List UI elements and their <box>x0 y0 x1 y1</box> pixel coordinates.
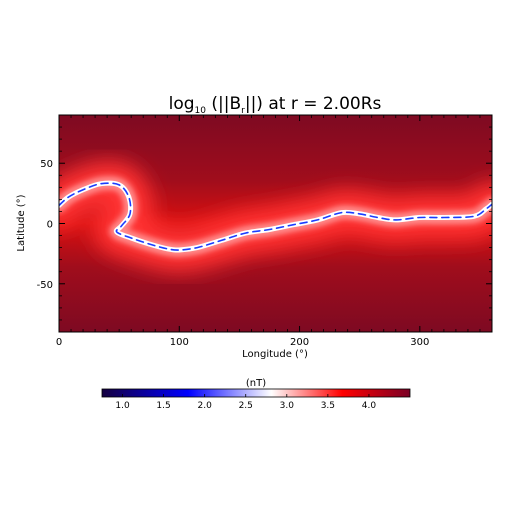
y-tick-label: 50 <box>40 159 53 170</box>
x-tick-label: 100 <box>170 337 189 348</box>
colorbar-tick-label: 2.0 <box>198 401 213 411</box>
heatmap-area <box>59 115 492 332</box>
y-tick-label: -50 <box>37 280 53 291</box>
neutral-line <box>59 182 492 251</box>
x-tick-label: 0 <box>56 337 62 348</box>
colorbar-ticks: 1.0 1.5 2.0 2.5 3.0 3.5 4.0 <box>115 394 376 411</box>
colorbar-label: (nT) <box>246 378 266 389</box>
colorbar-tick-label: 3.5 <box>321 401 335 411</box>
y-axis-label: Latitude (°) <box>16 194 27 251</box>
colorbar-tick-label: 1.0 <box>115 401 130 411</box>
x-tick-label: 300 <box>410 337 429 348</box>
colorbar-tick-label: 2.5 <box>239 401 253 411</box>
x-axis-label: Longitude (°) <box>242 349 308 360</box>
colorbar-tick-label: 1.5 <box>156 401 170 411</box>
x-tick-label: 200 <box>290 337 309 348</box>
chart-title: log10 (||Br||) at r = 2.00Rs <box>169 94 382 116</box>
colorbar-tick-label: 3.0 <box>280 401 295 411</box>
y-axis: -50 0 50 <box>37 126 492 321</box>
colorbar <box>101 388 411 398</box>
y-tick-label: 0 <box>47 220 53 231</box>
x-axis: 0 100 200 300 <box>56 115 493 348</box>
colorbar-tick-label: 4.0 <box>362 401 377 411</box>
